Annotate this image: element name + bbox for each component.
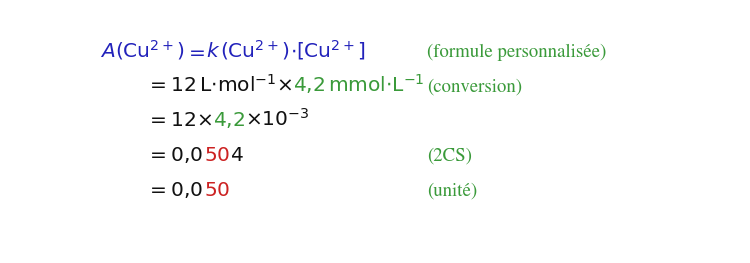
Text: $\cdot$: $\cdot$ (290, 44, 296, 61)
Text: (2CS): (2CS) (427, 148, 472, 165)
Text: $k$: $k$ (206, 42, 220, 61)
Text: $50$: $50$ (204, 147, 230, 165)
Text: (conversion): (conversion) (427, 78, 522, 96)
Text: $=0{,}0$: $=0{,}0$ (146, 180, 204, 200)
Text: $=$: $=$ (185, 44, 206, 61)
Text: $=12{\times}$: $=12{\times}$ (146, 112, 213, 130)
Text: $4$: $4$ (230, 147, 244, 165)
Text: $50$: $50$ (204, 181, 230, 200)
Text: (formule personnalisée): (formule personnalisée) (427, 44, 606, 61)
Text: $[\mathrm{Cu}^{2+}]$: $[\mathrm{Cu}^{2+}]$ (296, 38, 366, 62)
Text: $=0{,}0$: $=0{,}0$ (146, 145, 204, 165)
Text: ${\times}10^{-3}$: ${\times}10^{-3}$ (245, 108, 309, 130)
Text: $4{,}2\,\mathrm{mmol}{\cdot}\mathrm{L}^{-1}$: $4{,}2\,\mathrm{mmol}{\cdot}\mathrm{L}^{… (292, 72, 424, 96)
Text: $=12\,\mathrm{L}{\cdot}\mathrm{mol}^{-1}{\times}$: $=12\,\mathrm{L}{\cdot}\mathrm{mol}^{-1}… (146, 74, 292, 96)
Text: $(\mathrm{Cu}^{2+})$: $(\mathrm{Cu}^{2+})$ (116, 38, 185, 62)
Text: $(\mathrm{Cu}^{2+})$: $(\mathrm{Cu}^{2+})$ (220, 38, 290, 62)
Text: (unité): (unité) (427, 183, 477, 200)
Text: $4{,}2$: $4{,}2$ (213, 110, 245, 130)
Text: $A$: $A$ (100, 43, 116, 61)
